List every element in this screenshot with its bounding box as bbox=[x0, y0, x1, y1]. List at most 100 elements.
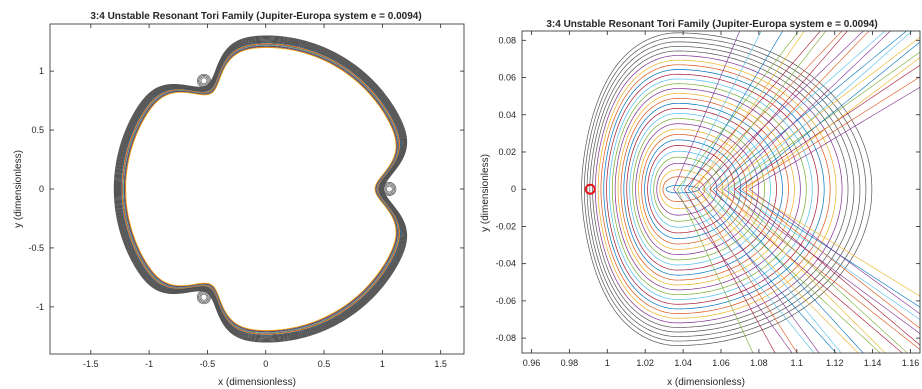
left-torus-curve bbox=[118, 40, 403, 338]
right-torus-curve bbox=[635, 123, 759, 256]
left-cusp-loop bbox=[200, 77, 208, 85]
left-torus-curve bbox=[125, 47, 397, 331]
left-torus-curve bbox=[121, 43, 400, 335]
left-plot-area bbox=[113, 35, 408, 343]
right-crossing-curve bbox=[676, 31, 800, 353]
right-torus-curve bbox=[614, 88, 801, 291]
right-crossing-curve bbox=[734, 64, 920, 346]
left-x-ticks: -1.5 -1 -0.5 0 0.5 1 1.5 bbox=[83, 24, 447, 369]
right-marker bbox=[584, 183, 596, 195]
right-crossing-curve bbox=[673, 31, 793, 353]
left-y-tick-label: 0.5 bbox=[31, 125, 44, 135]
left-x-tick-label: 0 bbox=[263, 359, 268, 369]
chart-right-title: 3:4 Unstable Resonant Tori Family (Jupit… bbox=[546, 19, 877, 30]
chart-left: 3:4 Unstable Resonant Tori Family (Jupit… bbox=[13, 11, 465, 388]
left-cusp-loop bbox=[199, 292, 209, 302]
left-cusp-loop bbox=[383, 183, 396, 195]
right-torus-curve bbox=[623, 102, 783, 276]
left-y-tick-label: 1 bbox=[39, 66, 44, 76]
right-crossing-curve bbox=[698, 31, 864, 353]
left-cusp-loop bbox=[386, 185, 393, 193]
left-cusp-loop bbox=[196, 290, 211, 305]
left-y-tick-label: -1 bbox=[36, 302, 44, 312]
left-torus-curve bbox=[120, 42, 401, 336]
right-x-tick-label: 1.16 bbox=[902, 358, 920, 368]
right-x-tick-label: 1.14 bbox=[864, 358, 882, 368]
chart-left-xlabel: x (dimensionless) bbox=[218, 377, 296, 388]
right-crossing-curve bbox=[702, 31, 881, 353]
right-x-tick-label: 1.08 bbox=[750, 358, 768, 368]
chart-left-title: 3:4 Unstable Resonant Tori Family (Jupit… bbox=[90, 11, 421, 22]
left-torus-curve bbox=[118, 40, 403, 338]
right-x-tick-label: 0.96 bbox=[523, 358, 541, 368]
right-x-tick-label: 1.02 bbox=[636, 358, 654, 368]
right-torus-curve bbox=[662, 176, 706, 202]
right-crossing-curve bbox=[712, 31, 907, 353]
left-cusp-loop bbox=[200, 293, 208, 301]
right-torus-curve bbox=[617, 93, 795, 286]
right-x-tick-label: 1.06 bbox=[712, 358, 730, 368]
left-x-tick-label: 0.5 bbox=[318, 359, 331, 369]
right-crossing-curve bbox=[691, 31, 843, 353]
left-torus-curve bbox=[117, 39, 404, 339]
right-crossing-curve bbox=[680, 31, 815, 353]
right-y-tick-label: 0.08 bbox=[498, 35, 516, 45]
chart-right-xlabel: x (dimensionless) bbox=[667, 377, 745, 388]
right-torus-curve bbox=[632, 118, 765, 261]
left-x-tick-label: -0.5 bbox=[200, 359, 216, 369]
left-y-ticks: -1 -0.5 0 0.5 1 bbox=[28, 66, 464, 312]
right-torus-curve bbox=[650, 150, 730, 228]
left-torus-curve bbox=[123, 45, 399, 333]
right-x-tick-label: 1.04 bbox=[674, 358, 692, 368]
chart-left-ylabel: y (dimensionless) bbox=[13, 150, 24, 228]
left-torus-curve bbox=[124, 46, 397, 332]
right-crossing-curve bbox=[730, 31, 920, 320]
right-torus-curve bbox=[581, 32, 873, 346]
left-cusp-loop bbox=[196, 73, 211, 88]
right-crossing-curve bbox=[705, 31, 886, 353]
right-torus-curve bbox=[659, 169, 712, 209]
right-x-tick-label: 1 bbox=[605, 358, 610, 368]
right-torus-curve bbox=[620, 97, 789, 281]
right-y-tick-label: 0.04 bbox=[498, 110, 516, 120]
left-axes-box bbox=[49, 23, 465, 355]
right-torus-curve bbox=[583, 36, 867, 342]
right-crossing-curve bbox=[748, 86, 920, 315]
right-y-tick-label: 0.06 bbox=[498, 73, 516, 83]
left-torus-curve bbox=[115, 37, 406, 341]
right-crossing-curve bbox=[738, 41, 920, 308]
left-torus-curve bbox=[119, 41, 402, 337]
right-x-tick-label: 0.98 bbox=[561, 358, 579, 368]
right-y-tick-label: -0.08 bbox=[495, 333, 516, 343]
right-y-tick-label: 0.02 bbox=[498, 147, 516, 157]
right-y-tick-label: 0 bbox=[511, 184, 516, 194]
left-x-tick-label: -1.5 bbox=[83, 359, 99, 369]
left-torus-curve bbox=[124, 46, 398, 332]
right-torus-curve bbox=[600, 64, 831, 314]
right-torus-curve bbox=[592, 50, 849, 328]
left-x-tick-label: 1 bbox=[380, 359, 385, 369]
right-crossing-curve bbox=[723, 31, 920, 334]
left-x-tick-label: -1 bbox=[145, 359, 153, 369]
right-crossing-curve bbox=[716, 31, 920, 350]
right-y-tick-label: -0.04 bbox=[495, 259, 516, 269]
right-torus-curve bbox=[665, 185, 700, 194]
left-torus-curve bbox=[117, 39, 404, 339]
right-y-tick-label: -0.02 bbox=[495, 221, 516, 231]
left-torus-curve bbox=[116, 38, 405, 340]
right-crossing-curve bbox=[684, 31, 821, 353]
left-torus-curve bbox=[116, 38, 405, 340]
right-x-ticks: 0.96 0.98 1 1.02 1.04 1.06 1.08 1.1 1.12 1.14 1.16 bbox=[523, 31, 920, 368]
left-torus-curve bbox=[123, 45, 398, 333]
right-crossing-curve bbox=[687, 31, 837, 353]
left-torus-curve bbox=[121, 43, 401, 335]
left-torus-curve bbox=[122, 44, 399, 334]
left-cusp-loop bbox=[199, 76, 209, 86]
left-torus-curve bbox=[114, 36, 407, 342]
left-y-tick-label: -0.5 bbox=[28, 243, 44, 253]
left-y-tick-label: 0 bbox=[39, 184, 44, 194]
right-crossing-curve bbox=[741, 76, 920, 329]
right-torus-curve bbox=[638, 128, 754, 250]
left-torus-curve bbox=[122, 44, 400, 334]
